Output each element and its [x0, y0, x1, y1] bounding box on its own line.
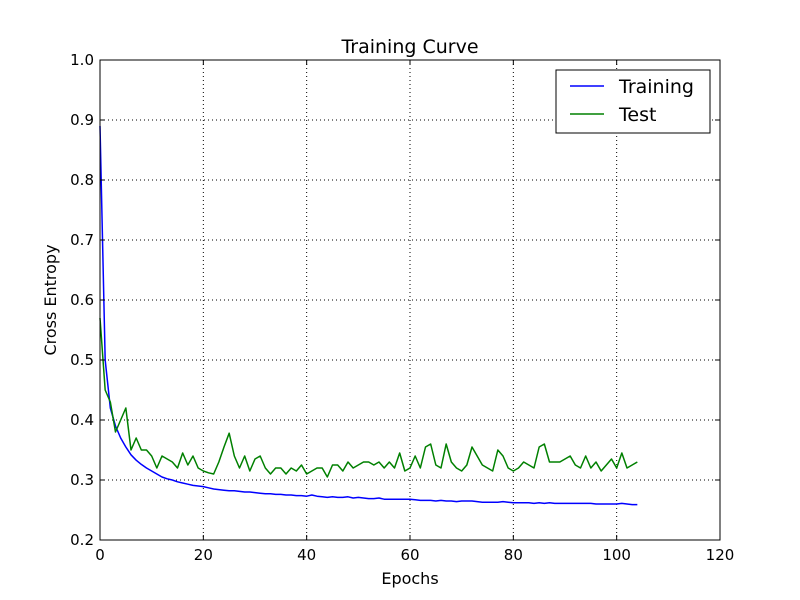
- x-tick-label: 20: [194, 546, 213, 564]
- x-axis-title: Epochs: [381, 569, 438, 588]
- y-tick-label: 0.3: [70, 471, 94, 489]
- ticks: 0 20 40 60 80 100 120 0.2 0.3 0.4 0.5 0.6 0.7 0.8 0.9 1…: [70, 51, 734, 564]
- legend: Training Test: [555, 69, 711, 134]
- x-tick-label: 0: [95, 546, 105, 564]
- series-layer: [99, 125, 638, 506]
- y-tick-label: 0.7: [70, 231, 94, 249]
- x-tick-label: 80: [504, 546, 523, 564]
- y-tick-label: 0.2: [70, 531, 94, 549]
- x-tick-label: 40: [297, 546, 316, 564]
- series-line-test: [99, 317, 638, 478]
- chart-title: Training Curve: [340, 36, 478, 58]
- x-tick-label: 60: [400, 546, 419, 564]
- x-tick-label: 100: [602, 546, 631, 564]
- series-line-training: [99, 125, 638, 506]
- legend-label-training: Training: [618, 76, 694, 98]
- legend-box: [555, 69, 711, 134]
- y-tick-label: 0.5: [70, 351, 94, 369]
- y-tick-label: 0.6: [70, 291, 94, 309]
- y-tick-label: 0.4: [70, 411, 94, 429]
- y-tick-label: 1.0: [70, 51, 94, 69]
- x-tick-label: 120: [706, 546, 735, 564]
- y-axis-title: Cross Entropy: [41, 244, 60, 355]
- y-tick-label: 0.9: [70, 111, 94, 129]
- y-tick-label: 0.8: [70, 171, 94, 189]
- legend-label-test: Test: [618, 104, 656, 126]
